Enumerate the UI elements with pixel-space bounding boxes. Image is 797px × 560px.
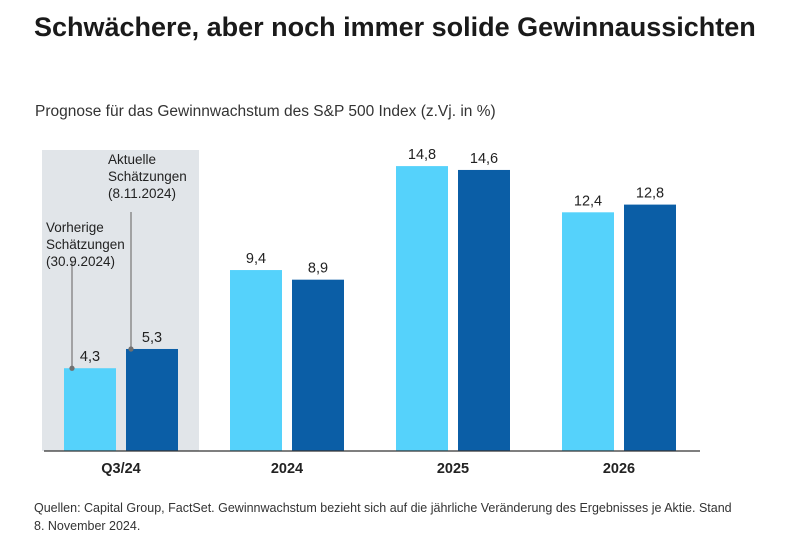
bar-chart: 4,3 9,4 14,8 12,4 5,3 8,9 14,6 12,8 Q3/24 2024 202…: [42, 147, 700, 477]
callout-label: Schätzungen: [46, 237, 125, 252]
bar-Q324-series-1: [64, 368, 116, 451]
x-tick-label: 2024: [271, 461, 303, 477]
x-tick-label: 2025: [437, 461, 469, 477]
bar-2025-series-2: [458, 169, 510, 451]
callout-label: Aktuelle: [108, 152, 156, 167]
x-tick-label: 2026: [603, 461, 635, 477]
value-label: 12,4: [574, 193, 602, 209]
bar-2026-series-1: [562, 212, 614, 451]
value-label: 12,8: [636, 186, 664, 202]
callout-dot: [69, 365, 75, 371]
value-label: 14,8: [408, 147, 436, 163]
headline: Schwächere, aber noch immer solide Gewin…: [34, 12, 756, 42]
source-note: Quellen: Capital Group, FactSet. Gewinnw…: [34, 501, 732, 533]
callout-label: (8.11.2024): [108, 186, 176, 201]
value-label: 5,3: [142, 330, 162, 346]
bar-2026-series-2: [624, 204, 676, 451]
chart-title: Prognose für das Gewinnwachstum des S&P …: [35, 103, 496, 120]
callout-label: (30.9.2024): [46, 254, 115, 269]
value-label: 14,6: [470, 151, 498, 167]
x-tick-label: Q3/24: [101, 461, 141, 477]
bar-2024-series-1: [230, 270, 282, 451]
bar-2024-series-2: [292, 279, 344, 451]
value-label: 9,4: [246, 251, 266, 267]
callout-label: Schätzungen: [108, 169, 187, 184]
bar-2025-series-1: [396, 166, 448, 451]
callout-label: Vorherige: [46, 220, 104, 235]
value-label: 8,9: [308, 261, 328, 277]
value-label: 4,3: [80, 349, 100, 365]
bar-Q324-series-2: [126, 348, 178, 451]
callout-dot: [128, 346, 134, 352]
